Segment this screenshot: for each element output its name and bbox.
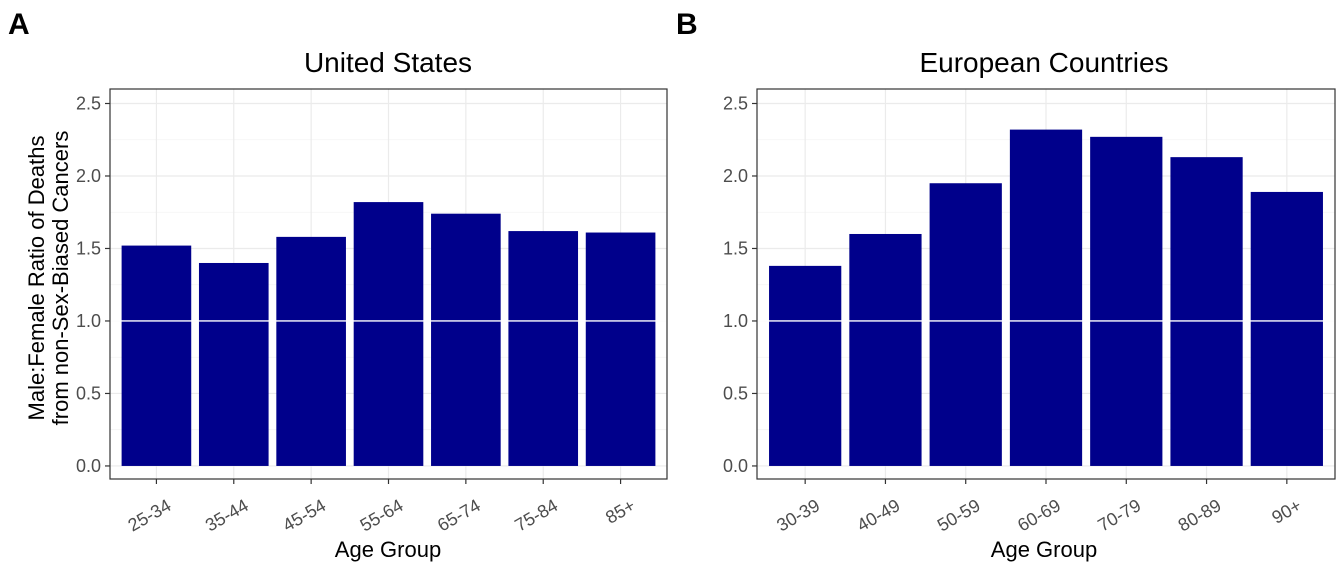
y-tick-label: 2.0 xyxy=(76,166,101,186)
bar-55-64 xyxy=(353,202,424,466)
panel-letter-b: B xyxy=(676,8,698,41)
panel-united-states: A United States 0.0 0.5 1.0 1.5 2.0 2.5 25-34 3… xyxy=(8,8,668,562)
panel-letter-a: A xyxy=(8,8,30,41)
y-tick-label: 2.5 xyxy=(76,93,101,113)
x-tick-label: 65-74 xyxy=(434,495,484,535)
x-tick-label: 55-64 xyxy=(357,495,407,535)
y-tick-label: 0.0 xyxy=(76,456,101,476)
x-tick-label: 35-44 xyxy=(202,495,252,535)
panel-title-europe: European Countries xyxy=(919,47,1168,78)
y-tick-label: 1.5 xyxy=(76,238,101,258)
bar-70-79 xyxy=(1090,136,1163,466)
y-axis-title-line2: from non-Sex-Biased Cancers xyxy=(48,131,73,426)
bar-40-49 xyxy=(849,233,922,466)
plot-area-us: 0.0 0.5 1.0 1.5 2.0 2.5 25-34 35-44 45-54 55-64 65… xyxy=(76,88,668,535)
x-tick-label: 80-89 xyxy=(1175,495,1225,535)
bar-30-39 xyxy=(769,265,842,466)
y-tick-label: 2.5 xyxy=(723,93,748,113)
bar-85+ xyxy=(585,232,656,466)
bar-60-69 xyxy=(1009,129,1083,466)
y-axis-title-line1: Male:Female Ratio of Deaths xyxy=(24,136,49,421)
bar-90+ xyxy=(1250,191,1323,466)
y-tick-label: 0.0 xyxy=(723,456,748,476)
x-axis-title-europe: Age Group xyxy=(991,537,1097,562)
x-axis-title-us: Age Group xyxy=(335,537,441,562)
bar-50-59 xyxy=(929,183,1002,466)
panel-title-us: United States xyxy=(304,47,472,78)
x-tick-label: 50-59 xyxy=(934,495,984,535)
bar-45-54 xyxy=(276,236,346,466)
plot-area-europe: 0.0 0.5 1.0 1.5 2.0 2.5 30-39 40-49 50-59 60-69 70… xyxy=(723,88,1336,535)
y-tick-label: 0.5 xyxy=(76,383,101,403)
bar-35-44 xyxy=(198,262,269,466)
x-tick-label: 45-54 xyxy=(279,495,329,535)
y-tick-label: 1.0 xyxy=(723,311,748,331)
y-tick-label: 1.0 xyxy=(76,311,101,331)
x-tick-label: 25-34 xyxy=(125,495,175,535)
x-tick-label: 70-79 xyxy=(1094,495,1144,535)
bar-25-34 xyxy=(121,245,192,466)
y-tick-label: 0.5 xyxy=(723,383,748,403)
x-tick-label: 40-49 xyxy=(854,495,904,535)
x-tick-label: 90+ xyxy=(1268,495,1304,528)
x-tick-label: 30-39 xyxy=(773,495,823,535)
x-tick-label: 60-69 xyxy=(1014,495,1064,535)
x-tick-label: 75-84 xyxy=(511,495,561,535)
y-tick-label: 1.5 xyxy=(723,238,748,258)
bar-65-74 xyxy=(431,213,501,466)
panel-european-countries: B European Countries 0.0 0.5 1.0 1.5 2.0 2.5 3… xyxy=(676,8,1336,562)
x-tick-label: 85+ xyxy=(602,495,638,528)
y-tick-label: 2.0 xyxy=(723,166,748,186)
bar-80-89 xyxy=(1170,157,1243,466)
bar-75-84 xyxy=(508,231,579,466)
